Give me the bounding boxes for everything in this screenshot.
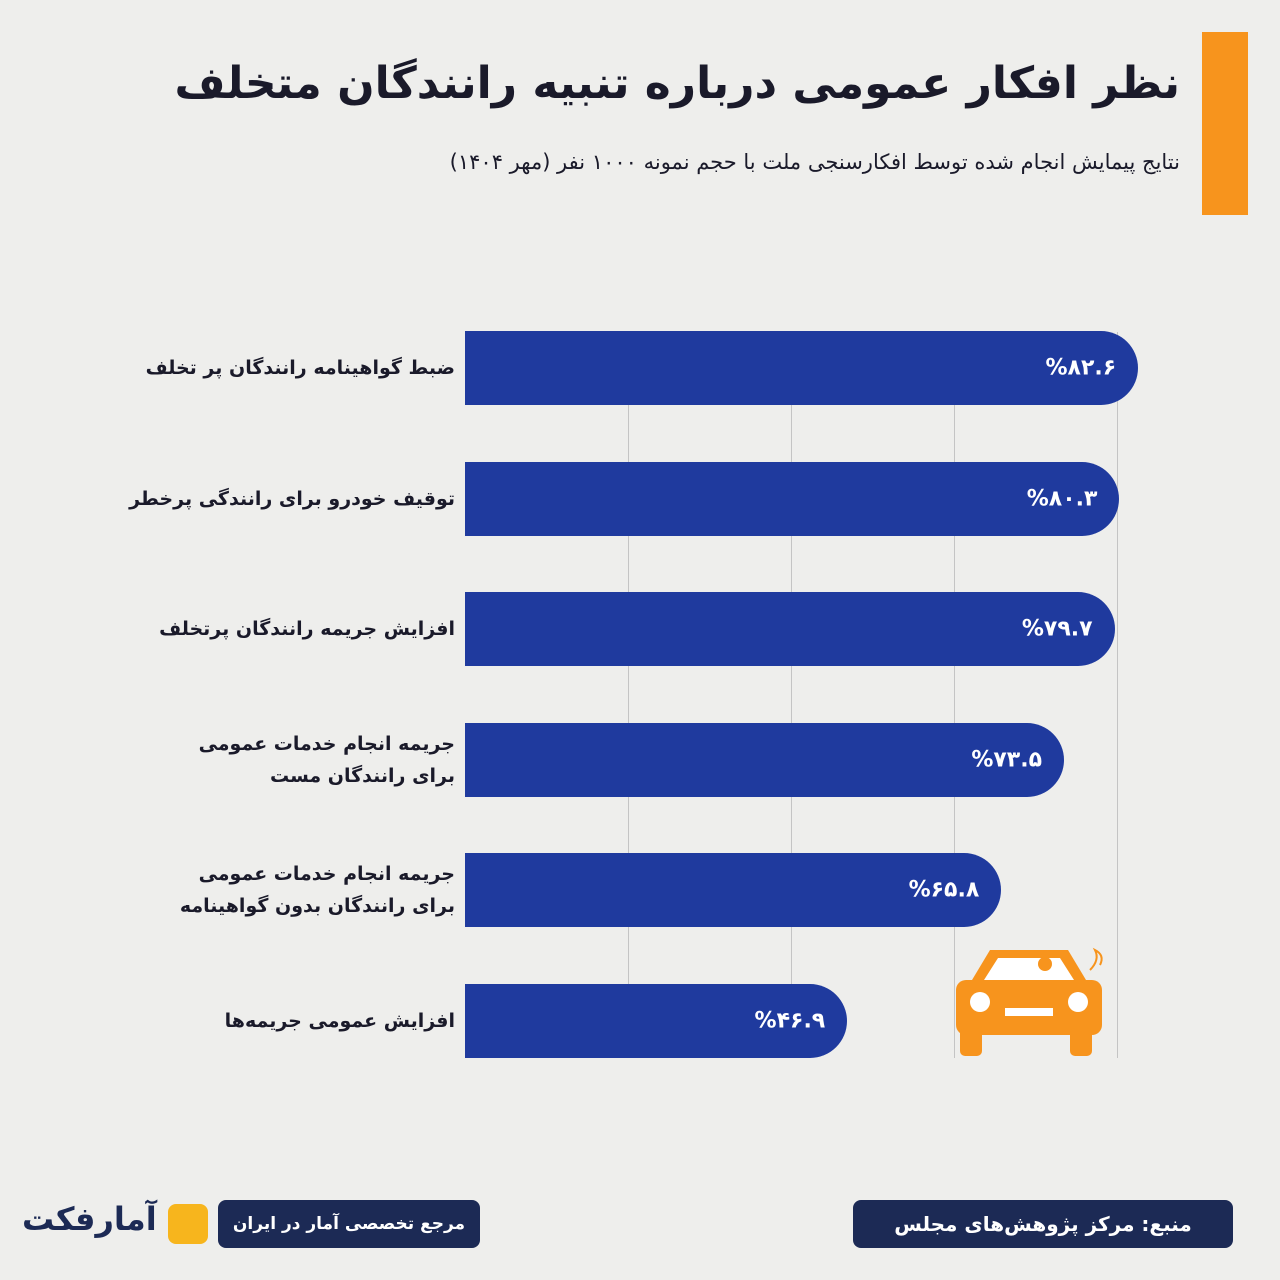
value-label: %۸۲.۶ (1045, 355, 1117, 381)
bar (465, 461, 1120, 536)
grid-line (1117, 332, 1118, 1058)
value-label: %۶۵.۸ (908, 877, 980, 903)
chart-subtitle: نتایج پیمایش انجام شده توسط افکارسنجی مل… (449, 150, 1180, 174)
brand: آمارفکت (22, 1200, 157, 1238)
logo-mark (168, 1204, 208, 1244)
accent-bar (1202, 32, 1248, 215)
category-label: توقیف خودرو برای رانندگی پرخطر (129, 487, 455, 510)
value-label: %۴۶.۹ (754, 1008, 826, 1033)
tagline: مرجع تخصصی آمار در ایران (218, 1200, 480, 1248)
category-label: ضبط گواهینامه رانندگان پر تخلف (145, 357, 455, 379)
bar (465, 722, 1065, 797)
source: منبع: مرکز پژوهش‌های مجلس (853, 1200, 1233, 1248)
chart-title: نظر افکار عمومی درباره تنبیه رانندگان مت… (174, 58, 1181, 109)
bar (465, 592, 1115, 666)
bar (465, 331, 1139, 405)
car-icon (956, 947, 1103, 1056)
grid-line (791, 332, 792, 1058)
value-label: %۷۳.۵ (971, 747, 1043, 772)
grid-line (954, 332, 955, 1058)
value-label: %۸۰.۳ (1026, 486, 1098, 511)
bar (465, 983, 848, 1058)
value-label: %۷۹.۷ (1021, 616, 1093, 642)
category-label: افزایش عمومی جریمه‌ها (224, 1009, 455, 1032)
bar (465, 853, 1002, 927)
category-label: جریمه انجام خدمات عمومی برای رانندگان مس… (198, 732, 455, 787)
category-label: افزایش جریمه رانندگان پرتخلف (159, 618, 455, 640)
category-label: جریمه انجام خدمات عمومی برای رانندگان بد… (179, 863, 455, 917)
grid-line (628, 332, 629, 1058)
